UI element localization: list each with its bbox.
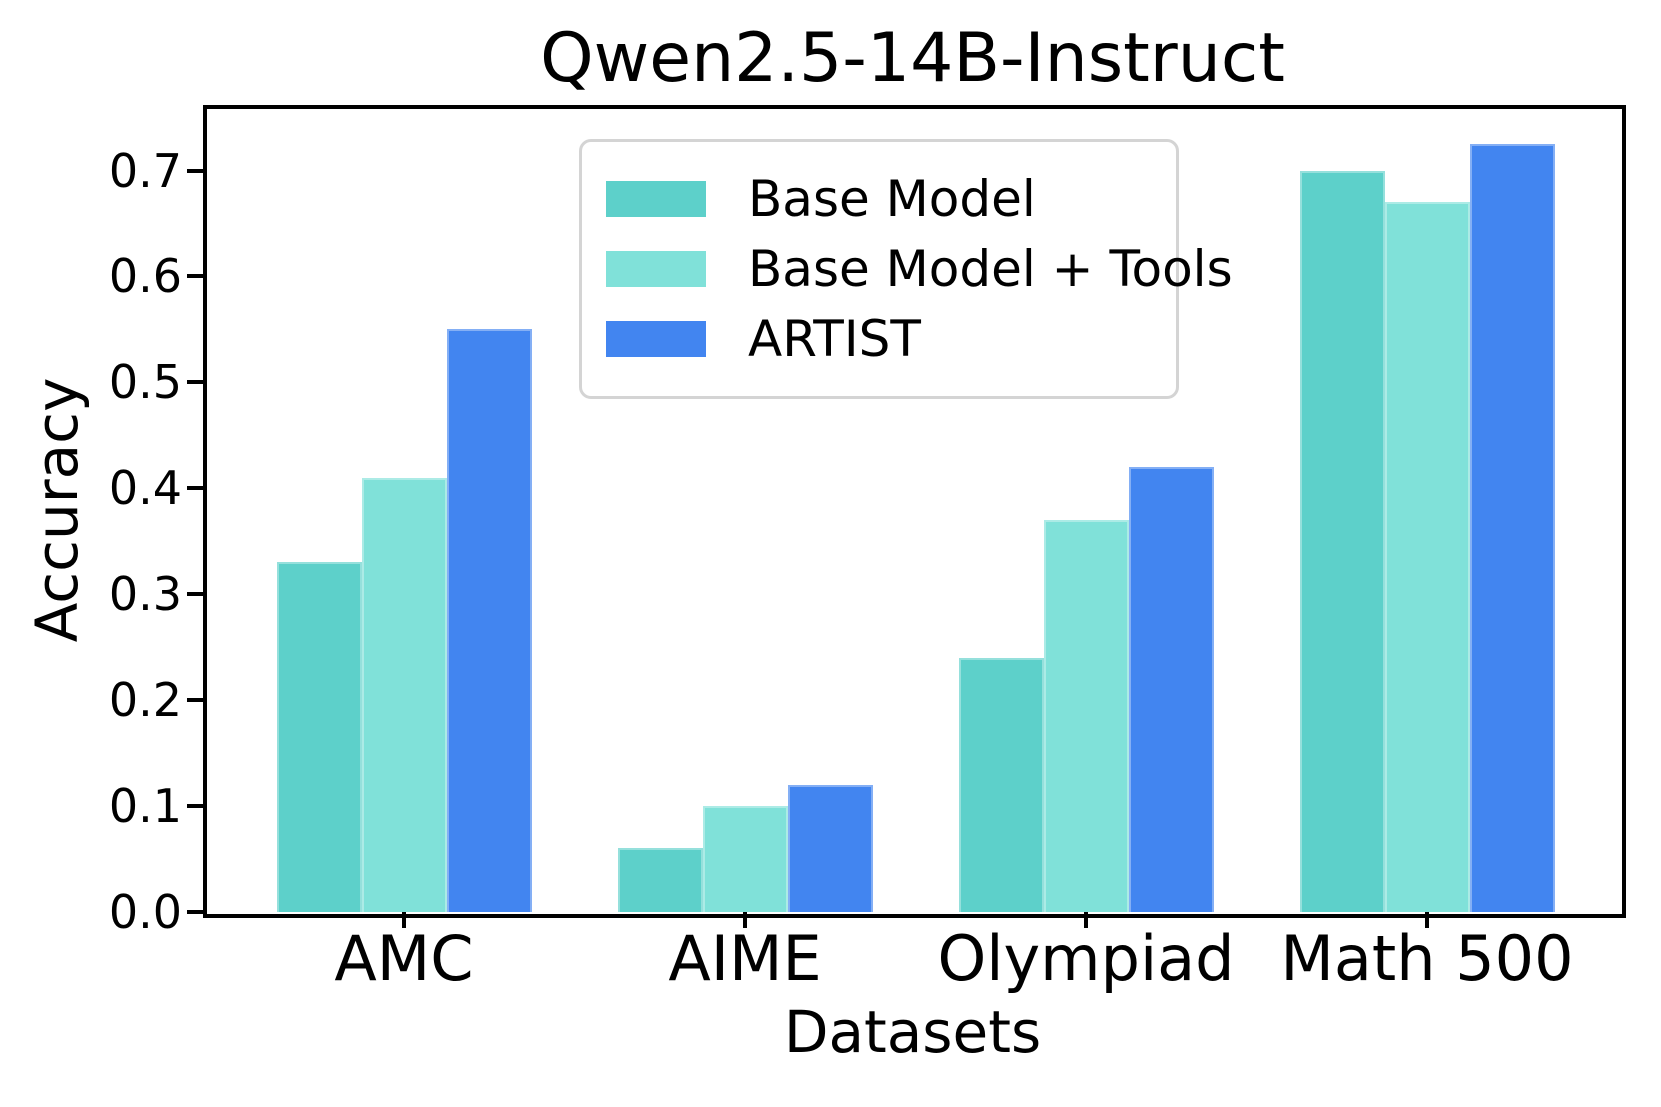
x-tick-label-math-500: Math 500 [1280, 922, 1574, 995]
y-tick-mark [187, 804, 205, 809]
y-tick-mark [187, 698, 205, 703]
y-tick-mark [187, 168, 205, 173]
bar-math-500-base-model-tools [1384, 202, 1470, 912]
y-tick-label: 0.1 [108, 779, 182, 834]
legend: Base Model Base Model + Tools ARTIST [579, 139, 1233, 399]
legend-row: Base Model [606, 164, 1156, 234]
chart-title: Qwen2.5-14B-Instruct [540, 19, 1285, 98]
legend-label: ARTIST [748, 310, 921, 368]
legend-label: Base Model + Tools [748, 240, 1233, 298]
bar-aime-artist [787, 784, 873, 912]
bar-aime-base-model [617, 848, 703, 912]
x-tick-label-olympiad: Olympiad [937, 922, 1235, 995]
bar-math-500-base-model [1299, 170, 1385, 912]
x-tick-mark [1084, 912, 1088, 928]
y-tick-label: 0.6 [108, 249, 182, 304]
y-tick-label: 0.0 [108, 885, 182, 939]
bar-olympiad-base-model-tools [1043, 520, 1129, 912]
y-tick-mark [187, 910, 205, 914]
bar-aime-base-model-tools [702, 806, 788, 912]
legend-row: ARTIST [606, 304, 1156, 374]
plot-area: Base Model Base Model + Tools ARTIST [187, 105, 1626, 928]
x-tick-mark [743, 912, 747, 928]
x-tick-label-amc: AMC [334, 922, 474, 995]
bar-amc-base-model [276, 562, 362, 912]
legend-swatch-base-model [606, 181, 706, 217]
legend-label: Base Model [748, 170, 1036, 228]
bars-layer [205, 107, 1620, 912]
legend-swatch-base-model-tools [606, 251, 706, 287]
y-tick-mark [187, 486, 205, 491]
bar-amc-base-model-tools [361, 477, 447, 912]
y-tick-mark [187, 592, 205, 597]
x-tick-mark [1425, 912, 1429, 928]
bar-math-500-artist [1469, 144, 1555, 912]
y-tick-mark [187, 274, 205, 279]
x-tick-label-aime: AIME [668, 922, 822, 995]
y-tick-mark [187, 380, 205, 385]
y-tick-label: 0.2 [108, 673, 182, 728]
legend-row: Base Model + Tools [606, 234, 1233, 304]
y-tick-label: 0.4 [108, 461, 182, 516]
bar-amc-artist [446, 329, 532, 912]
legend-swatch-artist [606, 321, 706, 357]
y-tick-label: 0.5 [108, 355, 182, 410]
y-tick-label: 0.3 [108, 567, 182, 622]
x-tick-mark [402, 912, 406, 928]
bar-olympiad-artist [1128, 467, 1214, 912]
y-tick-label: 0.7 [108, 143, 182, 198]
x-axis-label: Datasets [783, 998, 1042, 1066]
bar-olympiad-base-model [958, 657, 1044, 912]
